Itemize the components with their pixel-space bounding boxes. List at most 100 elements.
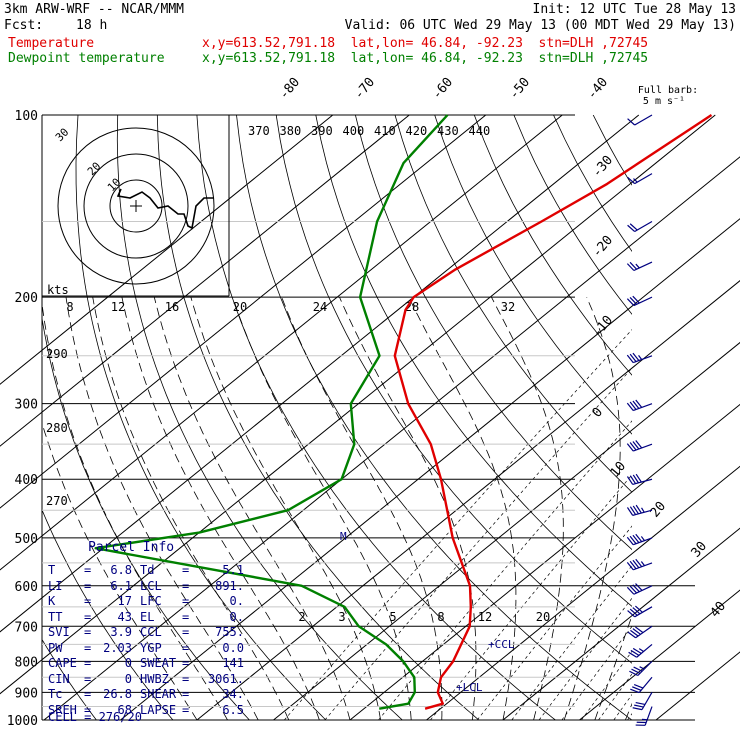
parcel-value: 68 <box>117 702 132 717</box>
parcel-equals: = <box>84 609 92 624</box>
isotherm <box>655 651 740 721</box>
parcel-equals: = <box>84 702 92 717</box>
lcl-marker: +LCL <box>456 681 483 694</box>
isotherm-label: -40 <box>585 75 612 103</box>
parcel-label: LCL <box>140 578 162 593</box>
barb-flag <box>632 628 641 635</box>
parcel-label: SVI <box>48 625 70 639</box>
barb-half <box>633 178 638 183</box>
barb-flag <box>632 505 639 515</box>
hodograph-ring <box>83 153 189 259</box>
barb-flag <box>632 534 640 544</box>
barb-flag <box>632 584 640 593</box>
hodograph-ring-label: 20 <box>85 160 104 179</box>
parcel-value: 2.03 <box>103 640 132 655</box>
mixing-ratio-line <box>613 693 632 720</box>
parcel-equals: = <box>84 671 92 686</box>
wind-barb <box>628 643 653 658</box>
model-title: 3km ARW-WRF -- NCAR/MMM <box>4 2 185 17</box>
barb-staff <box>633 261 653 272</box>
barb-half <box>639 666 645 670</box>
barb-flag <box>627 118 636 126</box>
parcel-equals: = <box>182 594 190 608</box>
barb-flag <box>633 666 643 672</box>
isotherm-label: -30 <box>590 153 617 181</box>
parcel-value: 26.8 <box>103 687 132 701</box>
hodograph-trace <box>116 188 214 230</box>
barb-staff <box>633 585 653 595</box>
pressure-label: 900 <box>15 686 38 701</box>
isotherm <box>0 114 640 633</box>
mixing-ratio-line <box>511 564 632 720</box>
parcel-value: 755. <box>215 625 244 639</box>
dry-adiabat <box>355 115 632 551</box>
barb-staff <box>633 443 653 452</box>
barb-staff <box>644 706 653 726</box>
barb-half <box>638 354 643 360</box>
barb-flag <box>626 354 634 363</box>
barb-half <box>638 648 644 652</box>
barb-flag <box>628 651 637 658</box>
theta-label: 370 <box>248 124 270 138</box>
parcel-label: YGP <box>140 640 162 655</box>
parcel-label: Tc <box>48 687 63 701</box>
isotherm-label: 10 <box>608 459 630 481</box>
mixing-ratio-label: 12 <box>478 610 492 624</box>
parcel-label: LFC <box>140 594 162 608</box>
parcel-label: EL <box>140 609 155 624</box>
barb-half <box>640 561 645 567</box>
wind-barb <box>627 605 653 618</box>
wind-barb <box>627 625 653 639</box>
pressure-label: 1000 <box>7 714 38 729</box>
parcel-value: 891. <box>215 578 244 593</box>
barb-flag <box>629 560 637 570</box>
wind-barb <box>626 295 653 307</box>
wind-barb <box>626 504 653 516</box>
barb-staff <box>634 606 653 618</box>
barb-staff <box>633 355 653 364</box>
parcel-label: TT <box>48 609 63 624</box>
barb-flag <box>635 399 643 408</box>
barb-flag <box>626 561 634 571</box>
pressure-label: 700 <box>15 620 38 635</box>
barb-flag <box>629 401 637 410</box>
isotherm-label: -50 <box>507 75 534 103</box>
isotherm <box>502 527 740 721</box>
isotherm-label: 30 <box>689 539 711 561</box>
valid-time: Valid: 06 UTC Wed 29 May 13 (00 MDT Wed … <box>344 18 736 33</box>
parcel-equals: = <box>84 640 92 655</box>
parcel-info-title: Parcel Info <box>88 540 175 555</box>
barb-staff <box>638 676 653 694</box>
wind-barb <box>629 660 653 677</box>
profiles <box>94 113 713 710</box>
wind-barb <box>627 173 653 185</box>
temperature-location: x,y=613.52,791.18 lat,lon= 46.84, -92.23… <box>202 36 649 51</box>
parcel-value: 6.1 <box>110 578 132 593</box>
dewpoint-location: x,y=613.52,791.18 lat,lon= 46.84, -92.23… <box>202 51 649 66</box>
parcel-equals: = <box>182 609 190 624</box>
barb-flag <box>629 261 638 270</box>
parcel-equals: = <box>182 640 190 655</box>
mixing-ratio-label: 24 <box>313 300 327 314</box>
moist-adiabat <box>121 297 320 720</box>
isotherm-label: 20 <box>648 499 670 521</box>
isotherm <box>0 114 334 385</box>
barb-flag <box>632 352 640 361</box>
wind-barb <box>626 473 653 486</box>
dry-adiabat <box>434 115 632 435</box>
mixing-ratio-line <box>378 420 632 720</box>
isotherm <box>0 114 410 447</box>
barb-flag <box>627 176 636 185</box>
dry-adiabat <box>513 115 632 315</box>
parcel-equals: = <box>84 563 92 577</box>
theta-label: 390 <box>311 124 333 138</box>
dry-adiabat <box>672 115 740 720</box>
barb-flag <box>629 608 638 616</box>
mixing-ratio-label: 8 <box>66 300 73 314</box>
mixing-ratio-line <box>430 474 632 720</box>
barb-flag <box>635 504 642 514</box>
barb-flag <box>632 707 643 711</box>
barb-flag <box>635 440 643 449</box>
barb-staff <box>633 403 653 412</box>
barb-flag <box>629 223 638 231</box>
